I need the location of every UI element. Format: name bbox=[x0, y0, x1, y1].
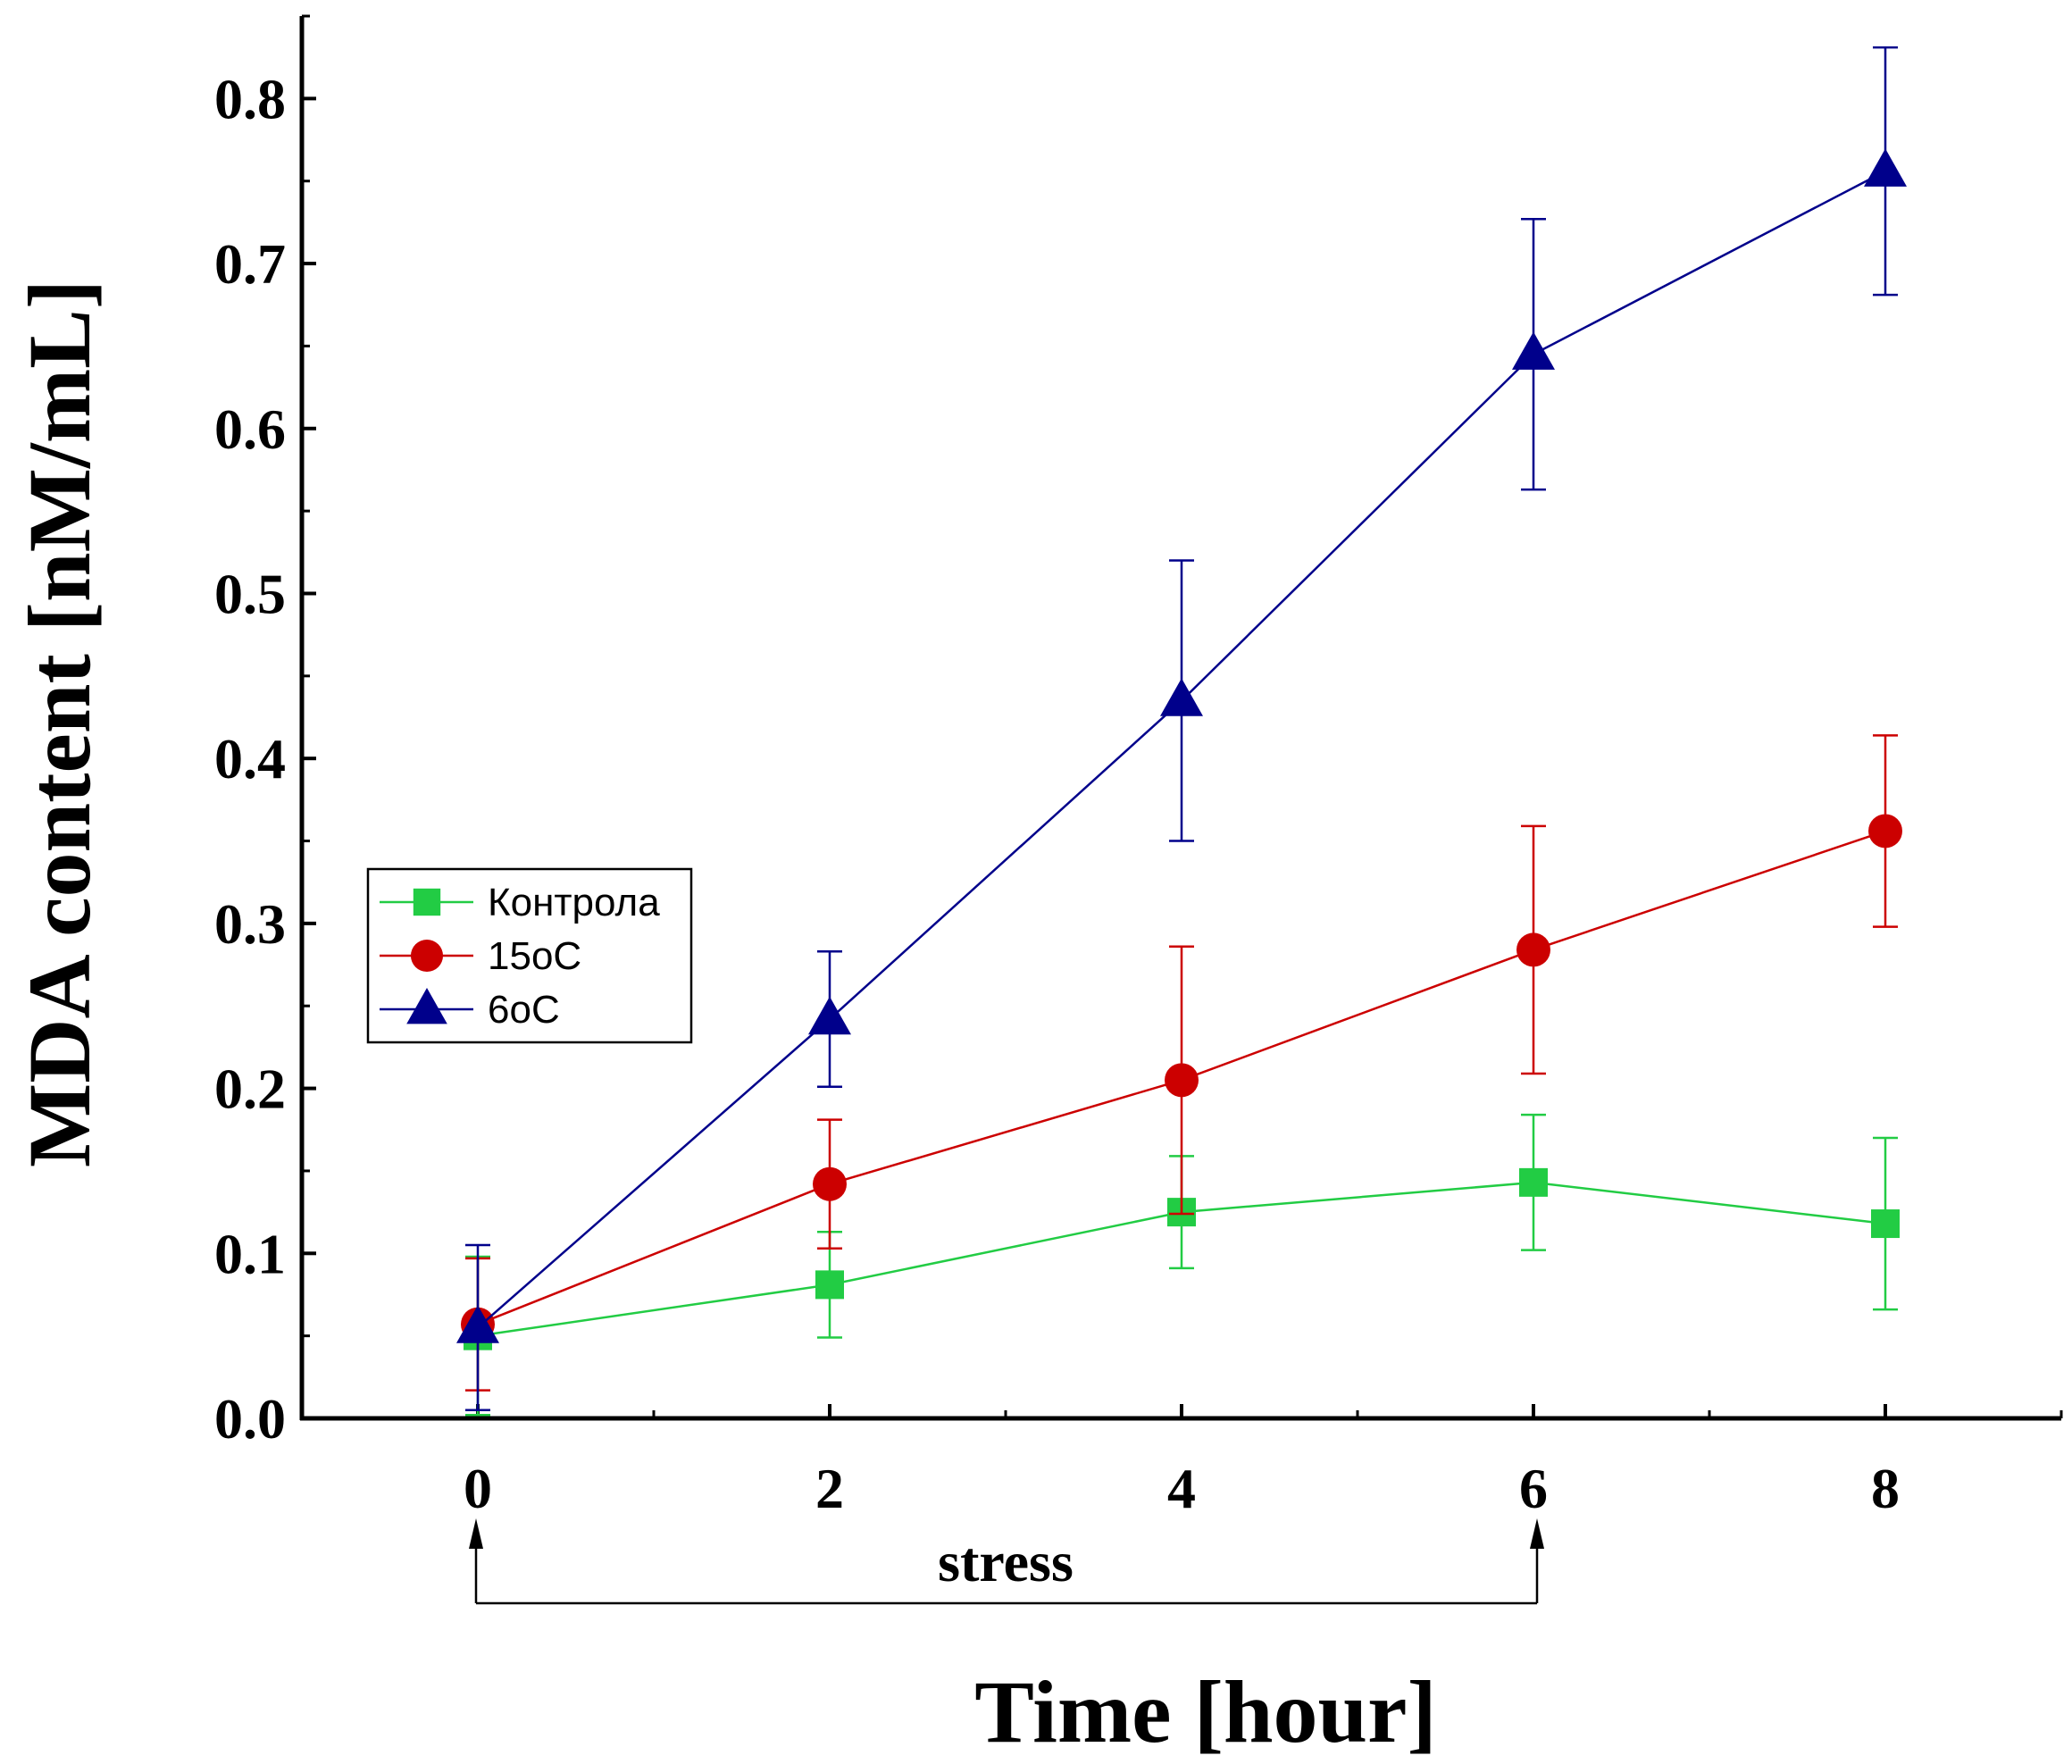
data-point bbox=[1864, 148, 1907, 187]
data-point bbox=[1516, 932, 1550, 967]
x-tick-label: 0 bbox=[464, 1457, 492, 1520]
y-tick-label: 0.1 bbox=[214, 1222, 286, 1285]
series-2 bbox=[461, 734, 1902, 1392]
data-point bbox=[1871, 1209, 1900, 1239]
legend-item: Контрола bbox=[380, 881, 660, 924]
stress-label: stress bbox=[938, 1530, 1074, 1593]
y-ticks: 0.0 0.1 0.2 0.3 0.4 0.5 0.6 0.7 0.8 bbox=[214, 14, 316, 1450]
x-ticks: 0 2 4 6 8 bbox=[300, 1404, 2063, 1520]
legend-marker bbox=[410, 939, 444, 973]
data-point bbox=[1868, 814, 1902, 849]
legend-label: 6oC bbox=[488, 988, 560, 1032]
y-tick-label: 0.4 bbox=[214, 727, 286, 790]
x-tick-label: 8 bbox=[1871, 1457, 1900, 1520]
legend: Контрола 15oC 6oC bbox=[366, 867, 693, 1044]
stress-annotation: stress bbox=[469, 1518, 1544, 1605]
series-3 bbox=[456, 46, 1907, 1412]
x-tick-label: 2 bbox=[815, 1457, 844, 1520]
data-point bbox=[1512, 331, 1555, 370]
y-tick-label: 0.2 bbox=[214, 1058, 286, 1121]
stress-end-arrowhead bbox=[1530, 1518, 1544, 1549]
data-point bbox=[813, 1166, 847, 1201]
data-point bbox=[808, 996, 851, 1035]
y-tick-label: 0.5 bbox=[214, 562, 286, 625]
y-tick-label: 0.0 bbox=[214, 1387, 286, 1450]
data-point bbox=[1160, 678, 1203, 716]
x-tick-label: 6 bbox=[1519, 1457, 1548, 1520]
data-point bbox=[1519, 1167, 1548, 1197]
stress-start-arrowhead bbox=[469, 1518, 483, 1549]
legend-item: 15oC bbox=[380, 934, 581, 978]
legend-label: 15oC bbox=[488, 934, 581, 978]
y-tick-label: 0.6 bbox=[214, 397, 286, 461]
legend-marker bbox=[406, 988, 447, 1024]
data-point bbox=[815, 1270, 844, 1300]
y-tick-label: 0.3 bbox=[214, 892, 286, 956]
series-layer bbox=[456, 46, 1907, 1417]
legend-marker bbox=[413, 888, 441, 916]
data-point bbox=[1165, 1063, 1199, 1098]
y-tick-label: 0.8 bbox=[214, 67, 286, 130]
x-axis-title: Time [hour] bbox=[974, 1662, 1437, 1761]
data-point bbox=[456, 1305, 499, 1343]
x-tick-label: 4 bbox=[1167, 1457, 1196, 1520]
legend-label: Контрола bbox=[488, 881, 660, 924]
y-axis-title: MDA content [nM/mL] bbox=[10, 280, 109, 1167]
y-tick-label: 0.7 bbox=[214, 232, 286, 296]
legend-item: 6oC bbox=[380, 988, 560, 1032]
